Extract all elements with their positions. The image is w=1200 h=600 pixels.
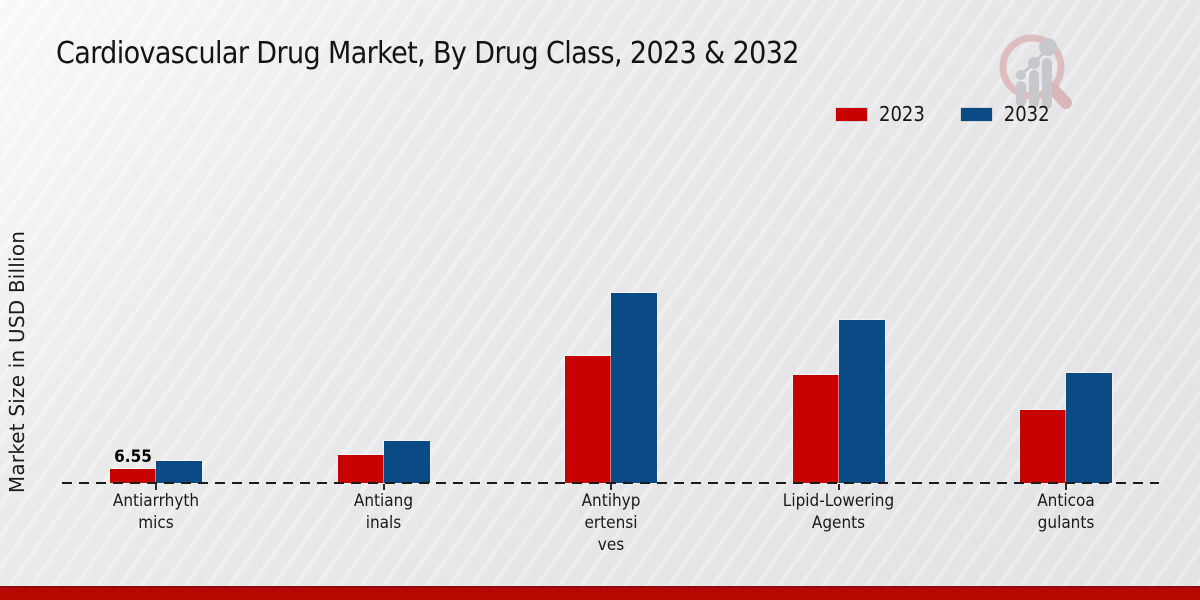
chart-title: Cardiovascular Drug Market, By Drug Clas… (56, 36, 799, 71)
category-label-lipid-lowering-agents: Lipid-Lowering Agents (754, 490, 924, 534)
legend-item-2032: 2032 (960, 102, 1050, 126)
bar-value-label: 6.55 (114, 447, 152, 467)
category-label-line: inals (365, 513, 402, 533)
x-axis-baseline (62, 482, 1159, 484)
bar-2032-lipid-lowering-agents (838, 320, 885, 483)
bar-2032-antihypertensives (611, 293, 657, 483)
category-label-line: Antiang (353, 491, 414, 511)
bar-2023-lipid-lowering-agents (792, 375, 839, 483)
bar-2032-antianginals (383, 441, 430, 483)
x-axis-tick (1065, 484, 1067, 490)
bar-2023-antiarrhythmics (110, 469, 156, 483)
legend-label-2023: 2023 (879, 102, 925, 126)
x-axis-tick (382, 484, 385, 490)
x-axis-tick (837, 484, 840, 490)
x-axis-tick (610, 484, 612, 490)
category-label-line: ves (597, 535, 625, 555)
x-axis-tick (155, 484, 157, 490)
legend: 2023 2032 (836, 102, 1050, 126)
legend-item-2023: 2023 (836, 102, 925, 126)
category-label-line: ertensi (584, 513, 638, 533)
category-label-antihypertensives: Antihyp ertensi ves (526, 490, 696, 556)
legend-label-2032: 2032 (1003, 102, 1050, 126)
bar-2023-antihypertensives (565, 356, 611, 483)
category-label-line: mics (138, 513, 174, 533)
category-label-line: Agents (811, 513, 866, 533)
category-label-anticoagulants: Anticoa gulants (981, 490, 1151, 534)
category-label-line: gulants (1037, 513, 1095, 533)
category-label-line: Antihyp (581, 491, 641, 511)
bar-2023-anticoagulants (1020, 410, 1066, 483)
bar-2032-anticoagulants (1066, 373, 1112, 483)
category-label-line: Anticoa (1037, 491, 1095, 511)
legend-swatch-2023 (836, 107, 867, 121)
category-label-line: Lipid-Lowering (782, 491, 895, 511)
magnifier-growth-chart-logo-icon (999, 34, 1072, 109)
bar-2023-antianginals (337, 455, 384, 483)
legend-swatch-2032 (960, 107, 992, 121)
category-label-antiarrhythmics: Antiarrhyth mics (71, 490, 241, 534)
footer-accent-bar (0, 586, 1200, 600)
category-label-antianginals: Antiang inals (299, 490, 469, 534)
bar-2032-antiarrhythmics (156, 461, 202, 483)
brand-watermark (992, 28, 1076, 120)
category-label-line: Antiarrhyth (112, 491, 200, 511)
